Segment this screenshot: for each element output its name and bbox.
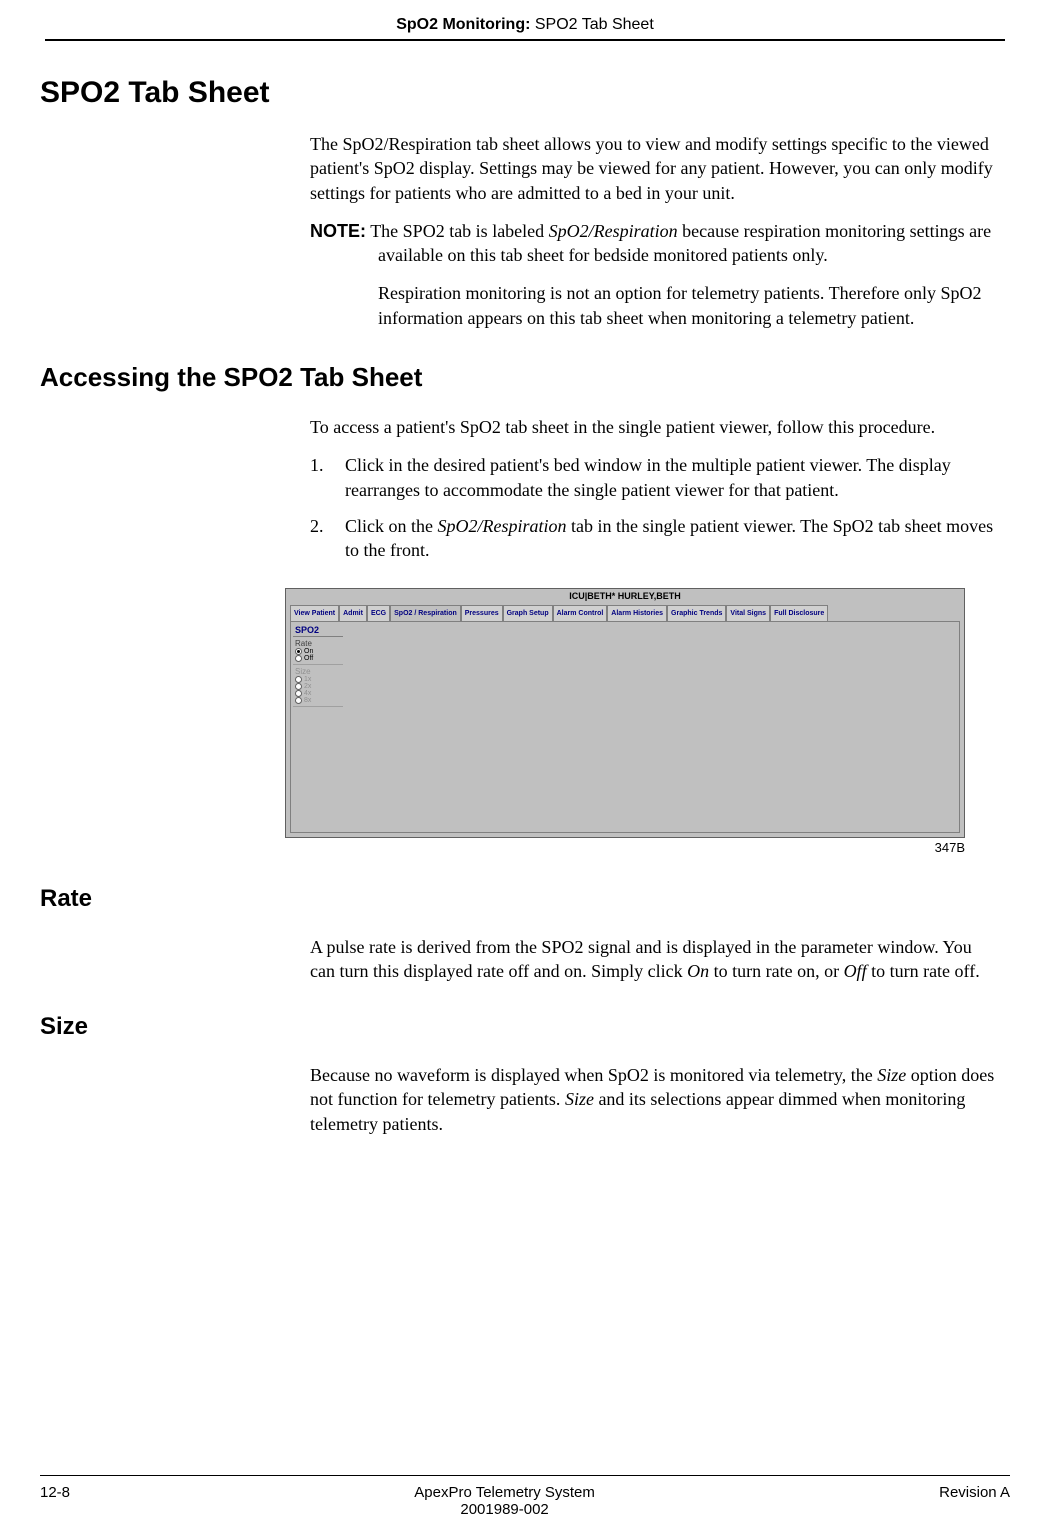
tab-ecg[interactable]: ECG xyxy=(367,605,390,621)
step-1: 1. Click in the desired patient's bed wi… xyxy=(310,453,1000,502)
note-1a: The SPO2 tab is labeled xyxy=(370,221,548,241)
rate-heading: Rate xyxy=(40,885,1050,913)
rate-group: Rate OnOff xyxy=(293,637,343,665)
rate-radio-on[interactable]: On xyxy=(295,648,341,655)
step-1-number: 1. xyxy=(310,453,345,502)
step-2-text: Click on the SpO2/Respiration tab in the… xyxy=(345,514,1000,563)
footer-docnum: 2001989-002 xyxy=(414,1501,595,1518)
radio-label: 1x xyxy=(304,676,311,683)
note-block-real: NOTE: The SPO2 tab is labeled SpO2/Respi… xyxy=(310,219,1000,330)
footer-center: ApexPro Telemetry System 2001989-002 xyxy=(414,1484,595,1518)
spo2-panel: SPO2 Rate OnOff Size 1x2x4x8x xyxy=(293,624,343,707)
note-first-paragraph: NOTE: The SPO2 tab is labeled SpO2/Respi… xyxy=(310,219,1000,268)
rate-paragraph: A pulse rate is derived from the SPO2 si… xyxy=(310,935,1000,984)
size-radio-1x: 1x xyxy=(295,676,341,683)
screenshot-figure: ICU|BETH* HURLEY,BETH View PatientAdmitE… xyxy=(285,588,965,855)
footer-page-number: 12-8 xyxy=(40,1484,70,1518)
accessing-heading: Accessing the SPO2 Tab Sheet xyxy=(40,362,1050,393)
procedure-list: 1. Click in the desired patient's bed wi… xyxy=(310,453,1000,562)
size-group: Size 1x2x4x8x xyxy=(293,665,343,707)
size-p1: Because no waveform is displayed when Sp… xyxy=(310,1065,877,1085)
step-2: 2. Click on the SpO2/Respiration tab in … xyxy=(310,514,1000,563)
tab-content: SPO2 Rate OnOff Size 1x2x4x8x xyxy=(290,621,960,833)
tab-alarm-histories[interactable]: Alarm Histories xyxy=(607,605,667,621)
radio-label: 4x xyxy=(304,690,311,697)
step-1-text: Click in the desired patient's bed windo… xyxy=(345,453,1000,502)
radio-dot-icon xyxy=(295,676,302,683)
header-page-label: SPO2 Tab Sheet xyxy=(535,16,654,33)
figure-label: 347B xyxy=(285,840,965,855)
note-label2: NOTE: xyxy=(310,221,366,241)
tab-alarm-control[interactable]: Alarm Control xyxy=(553,605,608,621)
radio-label: 8x xyxy=(304,697,311,704)
size-paragraph: Because no waveform is displayed when Sp… xyxy=(310,1063,1000,1136)
footer-revision: Revision A xyxy=(939,1484,1010,1518)
step-2a: Click on the xyxy=(345,516,438,536)
rate-p5: to turn rate off. xyxy=(867,961,980,981)
panel-title: SPO2 xyxy=(293,624,343,637)
tab-graph-setup[interactable]: Graph Setup xyxy=(503,605,553,621)
rate-p2: On xyxy=(687,961,709,981)
tab-graphic-trends[interactable]: Graphic Trends xyxy=(667,605,726,621)
tab-spo2-respiration[interactable]: SpO2 / Respiration xyxy=(390,605,461,621)
tab-admit[interactable]: Admit xyxy=(339,605,367,621)
radio-dot-icon xyxy=(295,648,302,655)
radio-label: Off xyxy=(304,655,313,662)
tab-bar: View PatientAdmitECGSpO2 / RespirationPr… xyxy=(290,605,960,621)
footer-product: ApexPro Telemetry System xyxy=(414,1484,595,1501)
intro-paragraph: The SpO2/Respiration tab sheet allows yo… xyxy=(310,132,1000,205)
rate-group-label: Rate xyxy=(295,639,341,648)
access-intro: To access a patient's SpO2 tab sheet in … xyxy=(310,415,1000,439)
page-header: SpO2 Monitoring: SPO2 Tab Sheet xyxy=(45,0,1005,41)
size-group-label: Size xyxy=(295,667,341,676)
size-radio-8x: 8x xyxy=(295,697,341,704)
main-heading: SPO2 Tab Sheet xyxy=(40,76,1050,110)
tab-pressures[interactable]: Pressures xyxy=(461,605,503,621)
radio-dot-icon xyxy=(295,690,302,697)
radio-label: 2x xyxy=(304,683,311,690)
rate-radio-off[interactable]: Off xyxy=(295,655,341,662)
size-radio-2x: 2x xyxy=(295,683,341,690)
rate-p4: Off xyxy=(844,961,867,981)
app-screenshot: ICU|BETH* HURLEY,BETH View PatientAdmitE… xyxy=(285,588,965,838)
step-2-number: 2. xyxy=(310,514,345,563)
window-title: ICU|BETH* HURLEY,BETH xyxy=(286,591,964,601)
tab-view-patient[interactable]: View Patient xyxy=(290,605,339,621)
step-2b: SpO2/Respiration xyxy=(438,516,567,536)
page-footer: 12-8 ApexPro Telemetry System 2001989-00… xyxy=(40,1475,1010,1518)
size-p4: Size xyxy=(565,1089,594,1109)
tab-full-disclosure[interactable]: Full Disclosure xyxy=(770,605,828,621)
radio-label: On xyxy=(304,648,313,655)
size-heading: Size xyxy=(40,1013,1050,1041)
header-section-label: SpO2 Monitoring: xyxy=(396,16,535,33)
size-p2: Size xyxy=(877,1065,906,1085)
rate-p3: to turn rate on, or xyxy=(709,961,843,981)
note-second-paragraph: Respiration monitoring is not an option … xyxy=(310,281,1000,330)
note-1b: SpO2/Respiration xyxy=(549,221,678,241)
radio-dot-icon xyxy=(295,683,302,690)
tab-vital-signs[interactable]: Vital Signs xyxy=(726,605,770,621)
radio-dot-icon xyxy=(295,697,302,704)
size-radio-4x: 4x xyxy=(295,690,341,697)
radio-dot-icon xyxy=(295,655,302,662)
